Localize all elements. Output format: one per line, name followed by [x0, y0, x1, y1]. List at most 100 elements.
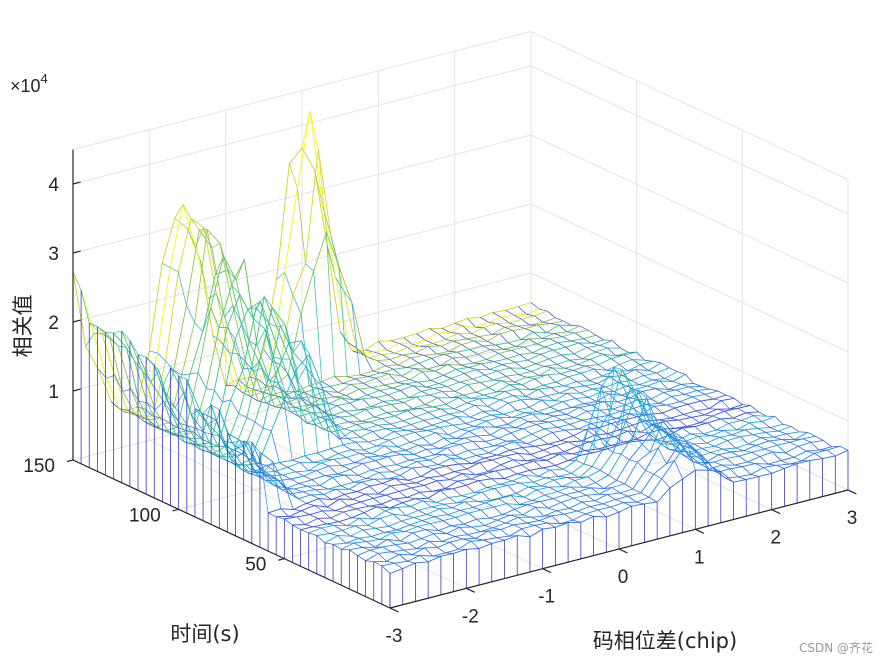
mesh-col	[467, 450, 477, 456]
mesh-col	[533, 398, 542, 401]
mesh-col	[586, 494, 595, 501]
mesh-col	[666, 404, 676, 409]
mesh-col	[739, 436, 749, 445]
mesh-col	[692, 396, 701, 402]
mesh-col	[708, 408, 717, 410]
mesh-col	[531, 433, 540, 439]
mesh-col	[546, 395, 555, 401]
mesh-col	[552, 367, 561, 374]
mesh-col	[546, 332, 555, 334]
mesh-col	[393, 431, 403, 437]
mesh-col	[557, 342, 567, 348]
mesh-col	[403, 402, 413, 409]
mesh-col	[676, 451, 685, 457]
mesh-col	[512, 395, 522, 401]
mesh-col	[392, 513, 402, 522]
mesh-col	[777, 444, 786, 454]
x-tick-label: -3	[386, 626, 403, 647]
mesh-col	[237, 353, 246, 362]
mesh-col	[320, 462, 330, 467]
mesh-col	[452, 357, 461, 366]
mesh-col	[519, 354, 529, 361]
mesh-col	[537, 324, 547, 333]
mesh-col	[363, 512, 373, 520]
mesh-col	[444, 354, 453, 359]
mesh-col	[682, 427, 691, 435]
mesh-col	[302, 491, 311, 496]
mesh-col	[381, 354, 391, 360]
mesh-col	[613, 391, 622, 396]
mesh-col	[338, 453, 347, 458]
mesh-col	[486, 420, 495, 428]
mesh-col	[780, 460, 790, 465]
mesh-col	[477, 353, 487, 360]
mesh-col	[234, 339, 244, 369]
mesh-col	[488, 321, 497, 324]
mesh-col	[466, 402, 475, 406]
mesh-col	[375, 397, 384, 402]
mesh-col	[332, 414, 341, 418]
mesh-col	[663, 392, 672, 397]
mesh-col	[546, 459, 556, 466]
mesh-col	[505, 309, 514, 316]
mesh-col	[324, 475, 333, 478]
mesh-col	[245, 464, 255, 473]
mesh-col	[458, 463, 468, 470]
mesh-col	[366, 541, 376, 548]
mesh-col	[246, 417, 256, 423]
mesh-col	[455, 455, 464, 460]
mesh-col	[467, 384, 477, 393]
mesh-col	[432, 490, 441, 492]
mesh-col	[290, 478, 300, 484]
mesh-col	[405, 449, 414, 455]
mesh-col	[324, 542, 334, 545]
mesh-col	[266, 402, 275, 407]
mesh-col	[560, 502, 570, 509]
mesh-col	[294, 391, 303, 399]
mesh-col	[441, 541, 451, 543]
mesh-col	[466, 338, 475, 342]
mesh-col	[413, 454, 422, 459]
mesh-col	[526, 522, 535, 526]
mesh-col	[826, 449, 836, 457]
tick-labels: -3 -2 -1 0 1 2 3 50 100 150 1 2 3 4	[23, 175, 857, 647]
mesh-col	[145, 356, 155, 366]
mesh-col	[709, 388, 719, 392]
mesh-col	[466, 468, 476, 476]
mesh-col	[200, 449, 209, 453]
mesh-col	[357, 555, 366, 562]
mesh-col	[729, 468, 739, 478]
mesh-col	[407, 410, 417, 418]
mesh-col	[765, 432, 774, 438]
mesh-col	[440, 345, 450, 352]
mesh-col	[127, 409, 136, 416]
mesh-col	[496, 323, 505, 328]
mesh-col	[454, 323, 463, 327]
mesh-col	[390, 423, 399, 429]
mesh-col	[373, 498, 382, 505]
mesh-col	[374, 416, 383, 419]
mesh-col	[635, 369, 644, 376]
mesh-col	[416, 482, 425, 486]
mesh-col	[556, 364, 566, 369]
mesh-col	[449, 479, 458, 482]
mesh-col	[395, 399, 405, 403]
mesh-col	[611, 423, 620, 430]
mesh-col	[528, 486, 537, 491]
mesh-col	[386, 349, 395, 354]
exponent-label: ×104	[10, 71, 48, 96]
mesh-col	[329, 386, 339, 393]
mesh-col	[604, 446, 614, 453]
mesh-col	[544, 494, 554, 500]
mesh-col	[806, 450, 815, 454]
mesh-col	[391, 532, 401, 542]
mesh-col	[474, 340, 483, 347]
mesh-col	[751, 452, 761, 457]
mesh-col	[554, 400, 563, 402]
mesh-col	[704, 414, 713, 417]
mesh-col	[203, 227, 213, 248]
mesh-col	[760, 437, 770, 442]
mesh-col	[490, 414, 500, 418]
mesh-col	[446, 386, 456, 392]
mesh-col	[419, 555, 429, 563]
